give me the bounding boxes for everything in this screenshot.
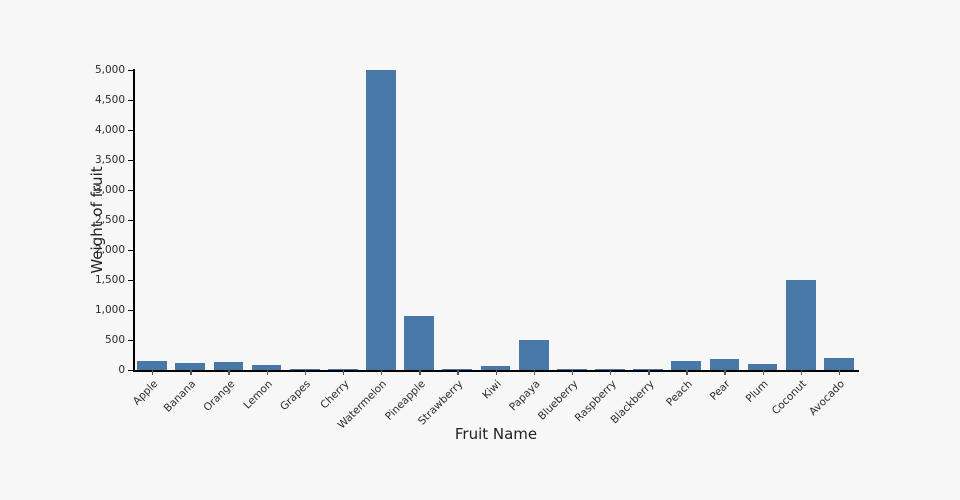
bar[interactable] <box>595 369 625 370</box>
x-tick-label: Banana <box>162 378 199 415</box>
x-tick-mark <box>457 370 459 375</box>
x-tick-mark <box>762 370 764 375</box>
bar[interactable] <box>785 280 816 370</box>
y-tick-mark <box>128 190 133 192</box>
bar[interactable] <box>480 365 511 370</box>
x-tick-mark <box>648 370 650 375</box>
x-tick-mark <box>724 370 726 375</box>
bar[interactable] <box>327 369 358 370</box>
x-tick-label: Apple <box>130 378 161 408</box>
x-tick-label: Peach <box>664 378 695 409</box>
bar[interactable] <box>556 369 587 370</box>
y-tick-label: 4,000 <box>94 124 125 136</box>
x-tick-label: Coconut <box>770 378 810 418</box>
y-tick-label: 1,500 <box>94 274 125 286</box>
y-tick-mark <box>128 130 133 132</box>
x-tick-mark <box>304 370 307 375</box>
bar[interactable] <box>824 358 854 370</box>
x-tick-mark <box>228 370 230 375</box>
x-tick-mark <box>800 370 803 375</box>
x-tick-label: Plum <box>744 378 772 405</box>
x-tick-label: Pear <box>708 378 733 403</box>
y-tick-label: 0 <box>118 364 125 376</box>
x-tick-mark <box>571 370 574 375</box>
y-tick-label: 1,000 <box>94 304 125 316</box>
y-tick-label: 2,000 <box>94 244 125 256</box>
x-tick-mark <box>381 370 383 375</box>
y-tick-mark <box>128 220 133 222</box>
x-tick-mark <box>419 370 421 375</box>
x-tick-mark <box>266 370 268 375</box>
bar[interactable] <box>251 365 282 370</box>
y-tick-label: 3,000 <box>94 184 125 196</box>
x-tick-mark <box>495 370 497 375</box>
x-tick-mark <box>838 370 841 375</box>
plot-area: 0 500 1,000 1,500 2,000 2,500 3,000 3,500 4,000 4… <box>95 64 858 376</box>
bar[interactable] <box>137 361 167 370</box>
y-tick-label: 3,500 <box>94 154 125 166</box>
x-tick-label: Orange <box>200 378 237 414</box>
x-tick-mark <box>190 370 192 375</box>
bar[interactable] <box>518 340 549 370</box>
x-tick-label: Avocado <box>807 378 848 418</box>
bar[interactable] <box>709 359 740 370</box>
y-tick-mark <box>128 340 133 342</box>
y-tick-label: 4,500 <box>94 94 125 106</box>
x-axis-title: Fruit Name <box>454 425 538 443</box>
y-tick-mark <box>128 250 133 252</box>
x-tick-mark <box>342 370 345 375</box>
y-tick-mark <box>128 160 133 162</box>
y-axis-spine <box>133 69 135 371</box>
x-tick-mark <box>609 370 612 375</box>
x-tick-mark <box>533 370 536 375</box>
y-tick-label: 5,000 <box>94 64 125 76</box>
y-tick-label: 2,500 <box>94 214 125 226</box>
x-tick-label: Grapes <box>278 378 314 413</box>
bar[interactable] <box>442 368 473 370</box>
y-tick-label: 500 <box>104 334 125 346</box>
bar[interactable] <box>213 362 244 370</box>
x-tick-label: Papaya <box>506 378 543 414</box>
bar[interactable] <box>747 364 778 370</box>
x-tick-label: Cherry <box>318 378 352 412</box>
bar[interactable] <box>175 362 206 370</box>
x-tick-mark <box>152 370 154 375</box>
y-tick-mark <box>128 100 133 102</box>
y-tick-mark <box>128 280 133 282</box>
bar[interactable] <box>366 70 396 370</box>
y-tick-mark <box>128 70 133 72</box>
x-tick-label: Kiwi <box>480 378 504 402</box>
x-tick-mark <box>686 370 688 375</box>
bar[interactable] <box>404 316 435 370</box>
bar[interactable] <box>633 369 663 370</box>
y-tick-mark <box>128 310 133 312</box>
bar[interactable] <box>671 361 702 370</box>
bar[interactable] <box>289 369 320 370</box>
y-tick-mark <box>128 370 133 372</box>
x-tick-label: Lemon <box>241 378 276 412</box>
